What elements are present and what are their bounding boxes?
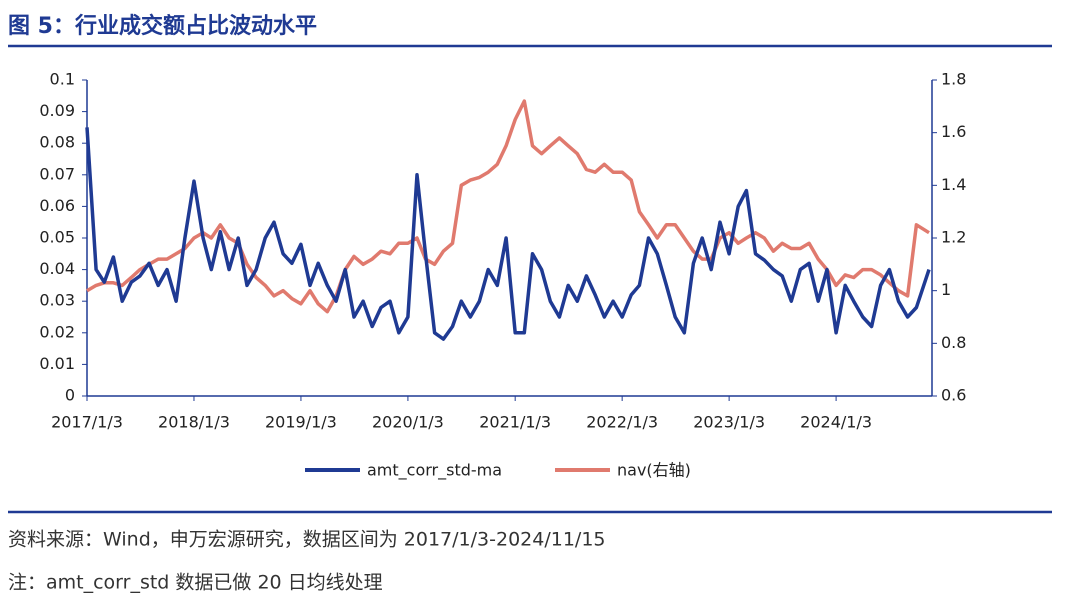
- y2-tick-label: 1.8: [941, 70, 966, 89]
- y2-tick-label: 1.2: [941, 228, 966, 247]
- y2-tick-label: 1: [941, 280, 951, 299]
- y-tick-label: 0.01: [39, 354, 75, 373]
- note: 注：amt_corr_std 数据已做 20 日均线处理: [8, 572, 383, 594]
- x-tick-label: 2020/1/3: [372, 413, 444, 432]
- y-tick-label: 0.08: [39, 133, 75, 152]
- x-tick-label: 2023/1/3: [693, 413, 765, 432]
- y-tick-label: 0.04: [39, 259, 75, 278]
- y-tick-label: 0.06: [39, 196, 75, 215]
- x-tick-label: 2022/1/3: [586, 413, 658, 432]
- x-tick-label: 2021/1/3: [479, 413, 551, 432]
- y-tick-label: 0.03: [39, 291, 75, 310]
- y-tick-label: 0.02: [39, 322, 75, 341]
- y-tick-label: 0.07: [39, 164, 75, 183]
- y2-tick-label: 0.8: [941, 333, 966, 352]
- x-tick-label: 2017/1/3: [51, 413, 123, 432]
- x-tick-label: 2024/1/3: [800, 413, 872, 432]
- y2-tick-label: 0.6: [941, 386, 966, 405]
- legend-label: nav(右轴): [617, 461, 691, 480]
- source: 资料来源：Wind，申万宏源研究，数据区间为 2017/1/3-2024/11/…: [8, 529, 606, 551]
- y-tick-label: 0: [65, 386, 75, 405]
- x-tick-label: 2019/1/3: [265, 413, 337, 432]
- y2-tick-label: 1.4: [941, 175, 966, 194]
- series-line: [85, 127, 931, 341]
- chart-title: 图 5：行业成交额占比波动水平: [8, 13, 317, 39]
- y-tick-label: 0.05: [39, 228, 75, 247]
- series-line: [86, 99, 930, 314]
- legend-label: amt_corr_std-ma: [367, 461, 502, 481]
- y-tick-label: 0.09: [39, 101, 75, 120]
- x-tick-label: 2018/1/3: [158, 413, 230, 432]
- y-tick-label: 0.1: [50, 70, 75, 89]
- y2-tick-label: 1.6: [941, 122, 966, 141]
